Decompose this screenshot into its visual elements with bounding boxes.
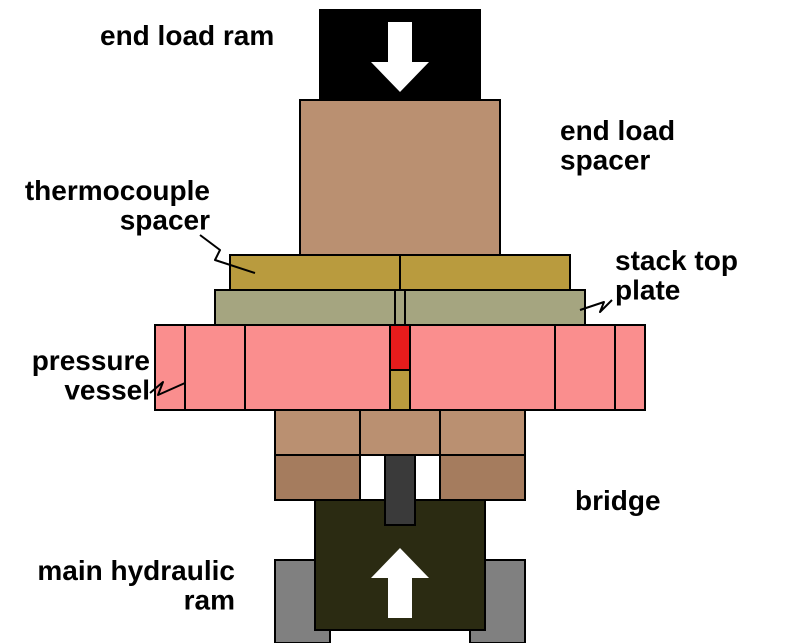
bridge-left [275, 410, 360, 455]
pressure-vessel-main-r [410, 325, 615, 410]
label-bridge: bridge [575, 485, 661, 516]
stack-top-plate-right [405, 290, 585, 325]
stack-top-plate-left [215, 290, 395, 325]
ram-shaft [385, 455, 415, 525]
thermocouple-spacer-right [400, 255, 570, 290]
pressure-vessel-main-l [185, 325, 390, 410]
bridge-center [360, 410, 440, 455]
pressure-vessel-center-top [390, 325, 410, 370]
hydraulic-press-diagram: end load ramend loadspacerthermocouplesp… [0, 0, 800, 643]
stack-top-gap [395, 290, 405, 325]
bridge-shadow-right [440, 455, 525, 500]
pressure-vessel-side-r [615, 325, 645, 410]
bridge-shadow-left [275, 455, 360, 500]
bridge-right [440, 410, 525, 455]
thermocouple-spacer-left [230, 255, 400, 290]
end-load-spacer [300, 100, 500, 255]
pressure-vessel-side-l [155, 325, 185, 410]
pressure-vessel-center-bottom [390, 370, 410, 410]
label-end-load-ram: end load ram [100, 20, 274, 51]
